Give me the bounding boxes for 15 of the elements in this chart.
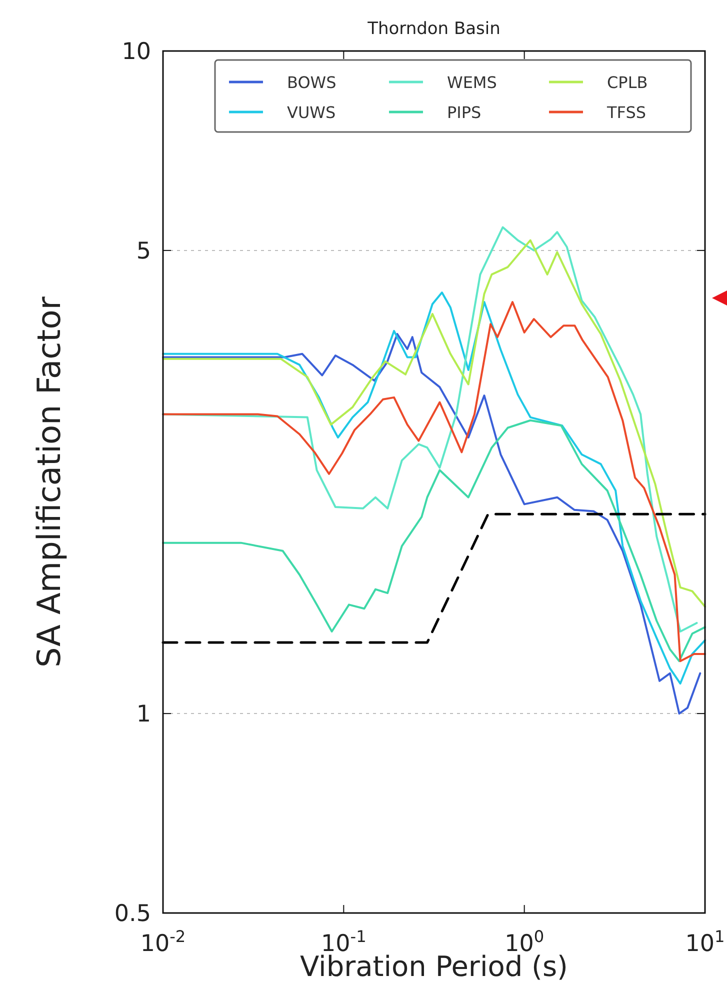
legend-label: PIPS [447,103,482,122]
y-tick-label: 0.5 [114,901,151,927]
legend-label: CPLB [607,73,648,92]
y-tick-label: 5 [136,238,151,264]
y-axis-title: SA Amplification Factor [30,296,68,668]
y-tick-label: 1 [136,702,151,728]
x-tick-label: 10$^{-2}$ [140,926,186,957]
x-tick-label: 10$^{1}$ [685,926,725,957]
legend-label: VUWS [287,103,336,122]
chart-title: Thorndon Basin [366,19,500,39]
y-tick-label: 10 [122,39,151,65]
legend-label: WEMS [447,73,497,92]
x-axis-title: Vibration Period (s) [300,950,568,983]
legend-label: TFSS [606,103,646,122]
legend-label: BOWS [287,73,336,92]
